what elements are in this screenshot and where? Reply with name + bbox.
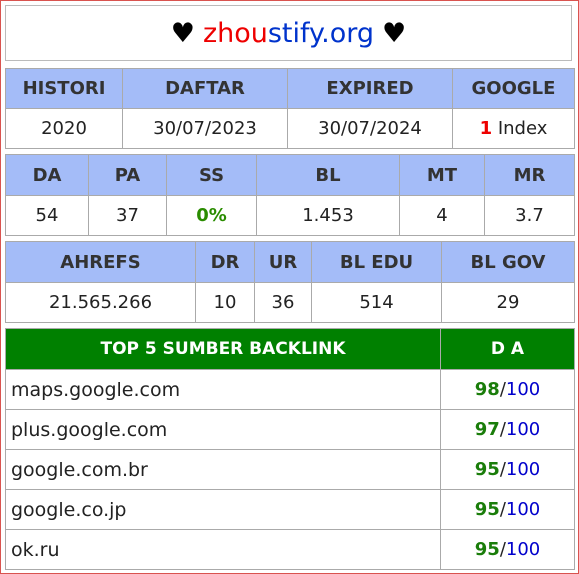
header-pa: PA: [88, 154, 167, 196]
header-expired: EXPIRED: [287, 68, 453, 109]
backlink-domain: plus.google.com: [5, 409, 441, 450]
value-dr: 10: [195, 282, 255, 323]
table-row: ok.ru 95/100: [5, 529, 575, 570]
header-bl-gov: BL GOV: [441, 241, 575, 283]
value-google: 1 Index: [452, 108, 575, 149]
site-title: ♥ zhou stify.org ♥: [5, 5, 572, 61]
header-bl-edu: BL EDU: [311, 241, 442, 283]
table-row: plus.google.com 97/100: [5, 409, 575, 450]
heart-icon: ♥: [382, 17, 407, 49]
da-score: 95: [474, 539, 500, 560]
value-mt: 4: [399, 195, 485, 236]
header-mr: MR: [484, 154, 575, 196]
da-separator: /: [499, 499, 506, 520]
backlink-da: 95/100: [440, 489, 575, 530]
da-max: 100: [505, 499, 541, 520]
header-ahrefs: AHREFS: [5, 241, 196, 283]
header-ur: UR: [254, 241, 312, 283]
backlink-domain: ok.ru: [5, 529, 441, 570]
da-score: 95: [474, 499, 500, 520]
da-score: 95: [474, 459, 500, 480]
header-da: DA: [5, 154, 89, 196]
header-ss: SS: [166, 154, 257, 196]
header-bl: BL: [256, 154, 400, 196]
value-histori: 2020: [5, 108, 123, 149]
header-google: GOOGLE: [452, 68, 575, 109]
ahrefs-metrics-table: AHREFS DR UR BL EDU BL GOV 21.565.266 10…: [5, 241, 575, 323]
moz-metrics-table: DA PA SS BL MT MR 54 37 0% 1.453 4 3.7: [5, 154, 575, 236]
title-part-blue: stify.org: [267, 17, 375, 49]
header-daftar: DAFTAR: [122, 68, 288, 109]
da-separator: /: [499, 419, 506, 440]
backlink-domain: google.co.jp: [5, 489, 441, 530]
da-score: 98: [474, 379, 500, 400]
da-score: 97: [474, 419, 500, 440]
da-max: 100: [505, 539, 541, 560]
google-index-label: Index: [497, 118, 548, 139]
da-max: 100: [505, 379, 541, 400]
value-daftar: 30/07/2023: [122, 108, 288, 149]
value-expired: 30/07/2024: [287, 108, 453, 149]
da-separator: /: [499, 539, 506, 560]
value-ss: 0%: [166, 195, 257, 236]
header-mt: MT: [399, 154, 485, 196]
value-pa: 37: [88, 195, 167, 236]
title-part-red: zhou: [202, 17, 268, 49]
table-row: google.co.jp 95/100: [5, 489, 575, 530]
domain-info-table: HISTORI DAFTAR EXPIRED GOOGLE 2020 30/07…: [5, 68, 575, 149]
google-index-count: 1: [479, 118, 493, 139]
backlink-da: 98/100: [440, 369, 575, 410]
da-separator: /: [499, 379, 506, 400]
backlink-domain: google.com.br: [5, 449, 441, 490]
heart-icon: ♥: [170, 17, 195, 49]
da-max: 100: [505, 459, 541, 480]
da-max: 100: [505, 419, 541, 440]
value-ur: 36: [254, 282, 312, 323]
backlink-domain: maps.google.com: [5, 369, 441, 410]
header-da-score: D A: [440, 328, 575, 370]
header-dr: DR: [195, 241, 255, 283]
value-bl-edu: 514: [311, 282, 442, 323]
table-row: google.com.br 95/100: [5, 449, 575, 490]
table-row: maps.google.com 98/100: [5, 369, 575, 410]
value-ahrefs: 21.565.266: [5, 282, 196, 323]
backlink-da: 95/100: [440, 529, 575, 570]
value-bl-gov: 29: [441, 282, 575, 323]
backlink-da: 97/100: [440, 409, 575, 450]
value-bl: 1.453: [256, 195, 400, 236]
header-backlink-sources: TOP 5 SUMBER BACKLINK: [5, 328, 441, 370]
backlink-sources-table: TOP 5 SUMBER BACKLINK D A maps.google.co…: [5, 328, 575, 570]
da-separator: /: [499, 459, 506, 480]
header-histori: HISTORI: [5, 68, 123, 109]
value-mr: 3.7: [484, 195, 575, 236]
value-da: 54: [5, 195, 89, 236]
backlink-da: 95/100: [440, 449, 575, 490]
